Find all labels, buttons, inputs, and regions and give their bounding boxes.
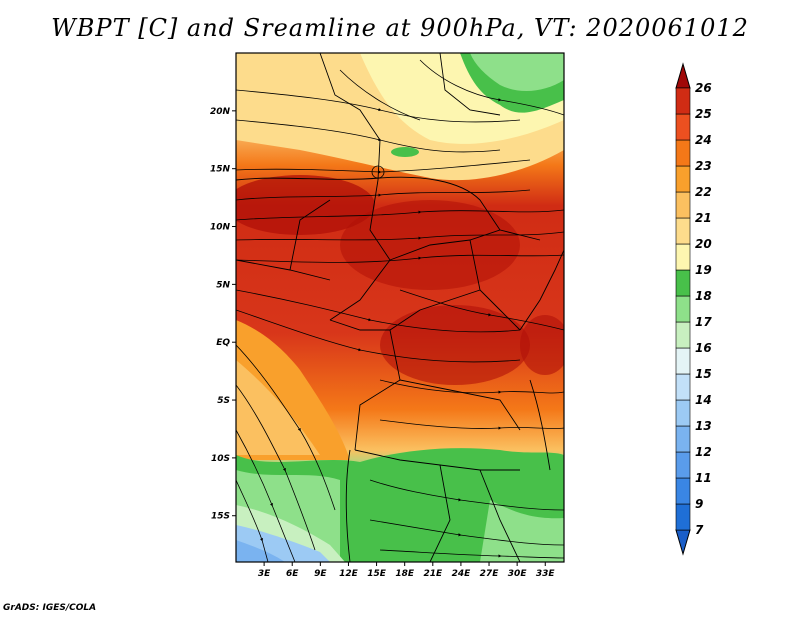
lon-tick-label: 9E <box>314 569 327 579</box>
colorbar-upper-arrow <box>675 62 691 89</box>
colorbar-label: 15 <box>695 367 712 381</box>
colorbar-label: 19 <box>695 263 712 277</box>
colorbar-label: 22 <box>695 185 712 199</box>
colorbar-label: 24 <box>695 133 712 147</box>
colorbar-label: 9 <box>695 497 703 511</box>
colorbar-swatch <box>675 321 691 349</box>
colorbar-swatch <box>675 451 691 479</box>
latitude-axis: 20N 15N 10N 5N EQ 5S 10S 15S <box>210 107 236 522</box>
colorbar-swatch <box>675 87 691 115</box>
lon-tick-label: 21E <box>423 569 443 579</box>
lat-tick-label: 10N <box>210 223 231 233</box>
colorbar-label: 26 <box>695 81 712 95</box>
colorbar-swatch <box>675 425 691 453</box>
colorbar-label: 11 <box>695 471 712 485</box>
colorbar-label: 21 <box>695 211 712 225</box>
colorbar-swatch <box>675 347 691 375</box>
lon-tick-label: 24E <box>452 569 472 579</box>
colorbar-label: 13 <box>695 419 712 433</box>
streamlines <box>236 59 564 562</box>
lat-tick-label: 5S <box>217 396 230 406</box>
colorbar-label: 17 <box>695 315 712 329</box>
lat-tick-label: 15N <box>210 165 231 175</box>
lon-tick-label: 33E <box>536 569 556 579</box>
colorbar-swatch <box>675 191 691 219</box>
colorbar-lower-arrow <box>675 529 691 556</box>
lon-tick-label: 15E <box>367 569 387 579</box>
colorbar-swatch <box>675 113 691 141</box>
colorbar-label: 14 <box>695 393 712 407</box>
lat-tick-label: 5N <box>216 280 230 290</box>
lon-tick-label: 6E <box>286 569 299 579</box>
colorbar-label: 23 <box>695 159 712 173</box>
colorbar-label: 12 <box>695 445 712 459</box>
lon-tick-label: 12E <box>339 569 359 579</box>
colorbar-swatch <box>675 139 691 167</box>
colorbar-label: 20 <box>695 237 712 251</box>
lat-tick-label: EQ <box>216 338 230 348</box>
colorbar-swatch <box>675 477 691 505</box>
lon-tick-label: 18E <box>395 569 415 579</box>
grads-credit: GrADS: IGES/COLA <box>3 603 97 613</box>
colorbar-label: 18 <box>695 289 712 303</box>
lat-tick-label: 20N <box>210 107 231 117</box>
map-title: WBPT [C] and Sreamline at 900hPa, VT: 20… <box>51 14 749 42</box>
colorbar-swatch <box>675 503 691 531</box>
colorbar-label: 7 <box>695 523 704 537</box>
country-borders <box>236 53 564 562</box>
colorbar-label: 16 <box>695 341 712 355</box>
colorbar-swatch <box>675 295 691 323</box>
colorbar-swatch <box>675 217 691 245</box>
colorbar: 7 9 11 12 13 14 15 16 17 18 19 20 21 22 23 24 25 26 <box>675 62 712 556</box>
longitude-axis: 3E 6E 9E 12E 15E 18E 21E 24E 27E 30E 33E <box>258 562 556 579</box>
colorbar-label: 25 <box>695 107 712 121</box>
colorbar-swatch <box>675 373 691 401</box>
colorbar-swatch <box>675 399 691 427</box>
colorbar-swatch <box>675 269 691 297</box>
lon-tick-label: 30E <box>508 569 528 579</box>
colorbar-swatch <box>675 243 691 271</box>
lat-tick-label: 10S <box>211 454 230 464</box>
wbpt-field <box>236 53 564 562</box>
map-frame <box>235 52 565 563</box>
lon-tick-label: 3E <box>258 569 271 579</box>
lat-tick-label: 15S <box>211 512 230 522</box>
colorbar-swatch <box>675 165 691 193</box>
lon-tick-label: 27E <box>480 569 500 579</box>
